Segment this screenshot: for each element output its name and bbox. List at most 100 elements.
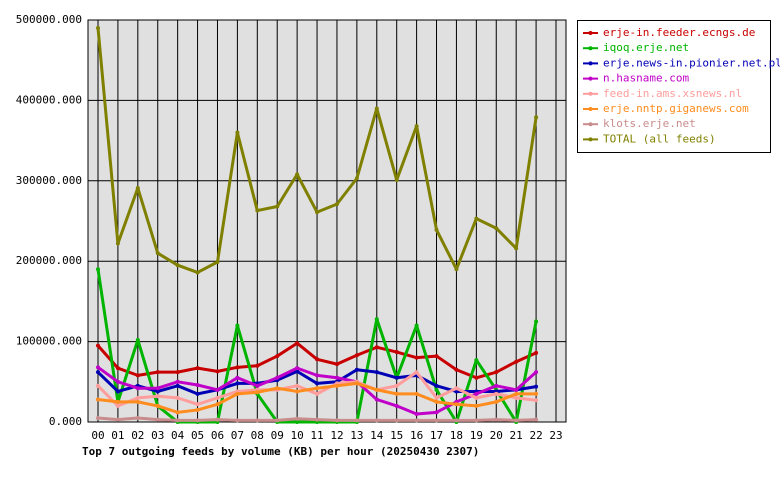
x-tick-label: 15 xyxy=(390,429,403,442)
data-point xyxy=(514,387,519,392)
x-tick-label: 13 xyxy=(350,429,363,442)
data-point xyxy=(255,208,260,213)
legend xyxy=(577,20,771,153)
data-point xyxy=(175,370,180,375)
data-point xyxy=(96,26,100,31)
data-point xyxy=(334,418,339,423)
data-point xyxy=(195,402,200,407)
data-point xyxy=(354,418,359,423)
data-point xyxy=(275,386,280,391)
data-point xyxy=(255,383,260,388)
x-tick-label: 09 xyxy=(271,429,284,442)
data-point xyxy=(454,267,459,272)
data-point xyxy=(235,365,240,370)
data-point xyxy=(394,403,399,408)
data-point xyxy=(434,354,439,359)
legend-marker xyxy=(588,137,593,142)
data-point xyxy=(534,417,539,422)
data-point xyxy=(175,383,180,388)
data-point xyxy=(434,395,439,400)
legend-marker xyxy=(588,107,593,111)
x-tick-label: 02 xyxy=(131,429,144,442)
data-point xyxy=(394,177,399,182)
data-point xyxy=(315,357,320,362)
data-point xyxy=(135,415,140,420)
data-point xyxy=(434,410,439,415)
data-point xyxy=(374,397,379,402)
data-point xyxy=(474,403,479,408)
data-point xyxy=(135,373,140,378)
data-point xyxy=(334,375,339,380)
y-tick-label: 100000.000 xyxy=(16,335,82,348)
data-point xyxy=(135,399,140,404)
legend-marker xyxy=(588,122,593,127)
data-point xyxy=(414,355,419,360)
y-tick-label: 0.000 xyxy=(49,415,82,428)
data-point xyxy=(534,398,539,403)
data-point xyxy=(195,391,200,396)
legend-marker xyxy=(588,46,593,51)
legend-label: feed-in.ams.xsnews.nl xyxy=(603,87,742,100)
data-point xyxy=(195,270,200,275)
data-point xyxy=(275,354,280,359)
data-point xyxy=(494,370,499,375)
data-point xyxy=(155,403,160,408)
data-point xyxy=(155,386,160,391)
data-point xyxy=(514,246,519,251)
x-tick-label: 23 xyxy=(549,429,562,442)
data-point xyxy=(195,366,200,371)
data-point xyxy=(434,383,439,388)
data-point xyxy=(534,370,539,375)
data-point xyxy=(315,417,320,422)
data-point xyxy=(235,323,240,328)
data-point xyxy=(494,399,499,404)
data-point xyxy=(275,204,280,209)
data-point xyxy=(96,415,100,420)
data-point xyxy=(434,227,439,232)
data-point xyxy=(494,226,499,231)
data-point xyxy=(534,384,539,389)
data-point xyxy=(534,115,539,120)
data-point xyxy=(434,387,439,392)
data-point xyxy=(514,418,519,423)
data-point xyxy=(175,263,180,268)
data-point xyxy=(115,417,120,422)
data-point xyxy=(96,365,100,370)
x-tick-label: 14 xyxy=(370,429,384,442)
legend-marker xyxy=(588,91,593,96)
data-point xyxy=(295,172,300,177)
data-point xyxy=(514,359,519,364)
data-point xyxy=(474,418,479,423)
data-point xyxy=(255,390,260,395)
data-point xyxy=(334,362,339,367)
x-tick-label: 16 xyxy=(410,429,423,442)
data-point xyxy=(414,323,419,328)
data-point xyxy=(275,418,280,423)
x-tick-label: 00 xyxy=(91,429,104,442)
data-point xyxy=(334,383,339,388)
data-point xyxy=(354,176,359,181)
legend-label: erje.nntp.giganews.com xyxy=(603,102,749,115)
data-point xyxy=(96,267,100,272)
data-point xyxy=(394,391,399,396)
legend-label: erje.news-in.pionier.net.pl xyxy=(603,56,780,69)
x-tick-label: 05 xyxy=(191,429,204,442)
plot-area xyxy=(88,20,566,422)
data-point xyxy=(454,418,459,423)
x-tick-label: 21 xyxy=(510,429,523,442)
x-tick-label: 22 xyxy=(529,429,542,442)
data-point xyxy=(155,389,160,394)
data-point xyxy=(115,403,120,408)
data-point xyxy=(195,418,200,423)
data-point xyxy=(235,130,240,135)
chart-title: Top 7 outgoing feeds by volume (KB) per … xyxy=(82,445,479,458)
data-point xyxy=(315,381,320,386)
legend-marker xyxy=(588,61,593,66)
data-point xyxy=(374,317,379,322)
data-point xyxy=(374,345,379,350)
legend-marker xyxy=(588,31,593,35)
data-point xyxy=(195,407,200,412)
data-point xyxy=(414,370,419,375)
data-point xyxy=(334,202,339,207)
x-tick-label: 10 xyxy=(291,429,304,442)
